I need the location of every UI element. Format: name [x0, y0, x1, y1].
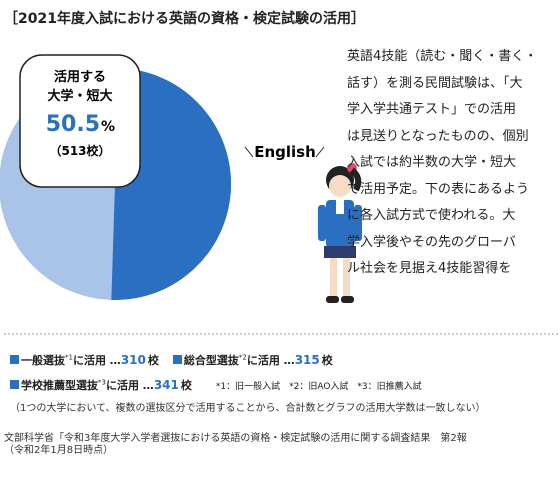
- body-line: 学入学共通テスト」での活用: [347, 97, 558, 124]
- callout-value: 50.5: [46, 112, 100, 137]
- body-line: 話す）を測る民間試験は、「大: [347, 71, 558, 98]
- deco: [316, 147, 324, 157]
- item-note: *1: [65, 353, 73, 361]
- item-label: 一般選抜: [21, 354, 65, 367]
- item-note: *2: [239, 353, 247, 361]
- item-value: 310: [121, 353, 146, 367]
- item-text: に活用 …: [73, 354, 121, 367]
- legend-swatch: [10, 380, 19, 389]
- item-unit: 校: [322, 354, 333, 367]
- body-line: 英語4技能（読む・聞く・書く・: [347, 44, 558, 71]
- legend-swatch: [10, 355, 19, 364]
- note: （1つの大学において、複数の選抜区分で活用することから、合計数とグラフの活用大学…: [10, 398, 486, 420]
- body-line: 学入学後やその先のグローバ: [347, 230, 558, 257]
- english-label: English: [254, 143, 316, 161]
- source-line: 文部科学省「令和3年度大学入学者選抜における英語の資格・検定試験の活用に関する調…: [4, 433, 467, 445]
- item-text: に活用 …: [247, 354, 295, 367]
- callout-line: 活用する: [54, 69, 106, 85]
- legend-swatch: [173, 355, 182, 364]
- body-line: 入試では約半数の大学・短大: [347, 150, 558, 177]
- body-line: で活用予定。下の表にあるよう: [347, 177, 558, 204]
- body-line: は見送りとなったものの、個別: [347, 124, 558, 151]
- callout-unit: %: [101, 119, 115, 135]
- item-unit: 校: [181, 379, 192, 392]
- body-line: に各入試方式で使われる。大: [347, 203, 558, 230]
- item-value: 315: [295, 353, 320, 367]
- body-line: ル社会を見据え4技能習得を: [347, 256, 558, 283]
- source: 文部科学省「令和3年度大学入学者選抜における英語の資格・検定試験の活用に関する調…: [4, 433, 467, 457]
- item-label: 学校推薦型選抜: [21, 379, 98, 392]
- title: ［2021年度入試における英語の資格・検定試験の活用］: [4, 8, 365, 28]
- item-unit: 校: [148, 354, 159, 367]
- item-value: 341: [154, 378, 179, 392]
- source-line: （令和2年1月8日時点）: [4, 445, 467, 457]
- callout-line: 大学・短大: [47, 88, 112, 104]
- footnotes: *1：旧一般入試 *2：旧AO入試 *3：旧推薦入試: [216, 382, 422, 392]
- item-note: *3: [98, 379, 106, 387]
- item-label: 総合型選抜: [184, 354, 239, 367]
- body-text: 英語4技能（読む・聞く・書く・話す）を測る民間試験は、「大学入学共通テスト」での…: [347, 44, 558, 283]
- item-text: に活用 …: [106, 379, 154, 392]
- page: 活用する 大学・短大 50.5 % （513校） English ［2021年度…: [0, 0, 558, 477]
- deco: [245, 147, 253, 157]
- callout-count: （513校）: [49, 143, 110, 158]
